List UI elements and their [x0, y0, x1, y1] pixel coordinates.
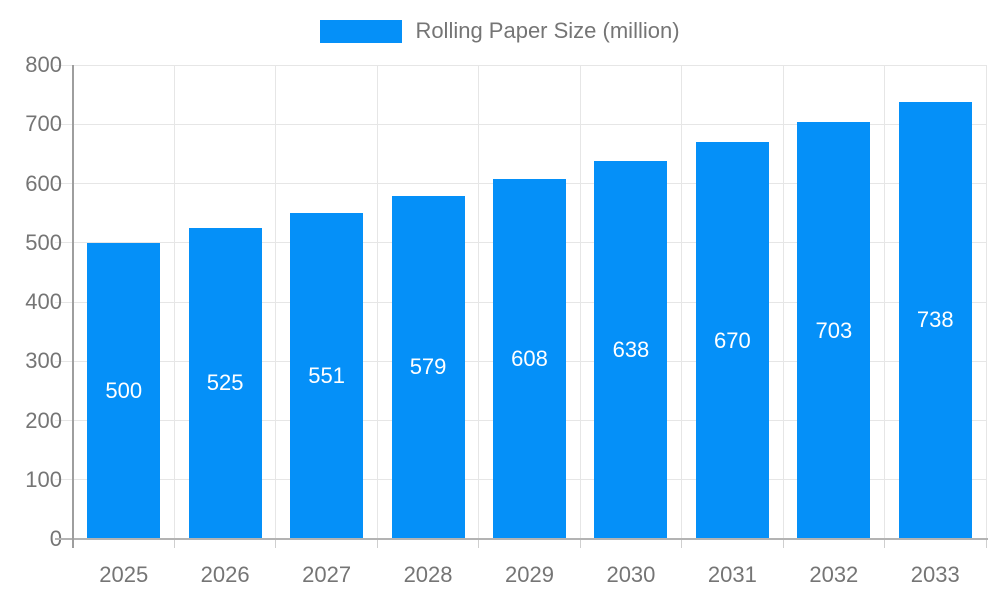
x-axis-category-label: 2030	[606, 562, 656, 587]
x-axis-category-label: 2026	[200, 562, 250, 587]
bar-value-label: 500	[105, 377, 143, 403]
y-axis-tick-label: 0	[49, 526, 62, 551]
v-gridline	[782, 65, 784, 539]
bar	[290, 212, 364, 538]
x-axis-category-label: 2028	[403, 562, 453, 587]
x-axis-tick	[376, 540, 378, 548]
x-axis-tick	[782, 540, 784, 548]
x-axis-category-label: 2025	[99, 562, 149, 587]
bar	[493, 178, 566, 538]
x-axis-category-label: 2031	[707, 562, 757, 587]
x-axis-category-label: 2027	[302, 562, 352, 587]
bar	[391, 195, 465, 538]
y-axis-tick-label: 100	[25, 466, 62, 492]
x-axis-tick	[681, 540, 683, 548]
h-gridline	[55, 64, 986, 66]
y-axis-tick-label: 600	[25, 170, 62, 196]
y-axis-tick-label: 500	[25, 229, 62, 255]
y-axis-tick-label: 200	[25, 407, 62, 433]
x-axis-tick	[275, 540, 277, 548]
x-axis-tick	[579, 540, 581, 548]
x-axis-tick	[884, 540, 886, 548]
y-axis-line	[72, 65, 74, 548]
bar	[188, 227, 262, 538]
x-axis-baseline	[55, 538, 988, 540]
x-axis-tick	[173, 540, 175, 548]
bar-value-label: 551	[308, 362, 345, 388]
x-axis-tick	[478, 540, 480, 548]
x-axis-tick	[985, 540, 987, 548]
v-gridline	[376, 65, 378, 539]
x-axis-category-label: 2029	[505, 562, 554, 587]
v-gridline	[985, 65, 987, 539]
y-axis-tick-label: 400	[25, 289, 62, 314]
bar-value-label: 608	[511, 345, 548, 371]
v-gridline	[579, 65, 581, 539]
bar-value-label: 670	[714, 327, 751, 353]
bar-value-label: 738	[916, 307, 954, 333]
legend-swatch	[320, 19, 403, 43]
bar-value-label: 703	[815, 317, 853, 343]
y-axis-tick-label: 700	[25, 111, 62, 137]
legend-label: Rolling Paper Size (million)	[415, 18, 680, 43]
bar	[594, 160, 668, 538]
bar-value-label: 579	[409, 354, 447, 380]
bar	[797, 122, 871, 538]
bar-value-label: 525	[206, 370, 244, 396]
bar	[87, 242, 161, 538]
y-axis-tick-label: 800	[25, 52, 62, 77]
bar-value-label: 638	[612, 336, 650, 362]
bar	[695, 142, 769, 538]
v-gridline	[275, 65, 277, 539]
v-gridline	[173, 65, 175, 539]
h-gridline	[55, 123, 986, 125]
chart-legend: Rolling Paper Size (million)	[0, 18, 1000, 44]
x-axis-category-label: 2032	[809, 562, 859, 587]
bar	[898, 101, 972, 538]
v-gridline	[884, 65, 886, 539]
y-axis-tick-label: 300	[25, 348, 62, 374]
v-gridline	[478, 65, 480, 539]
v-gridline	[681, 65, 683, 539]
x-axis-category-label: 2033	[910, 562, 960, 587]
